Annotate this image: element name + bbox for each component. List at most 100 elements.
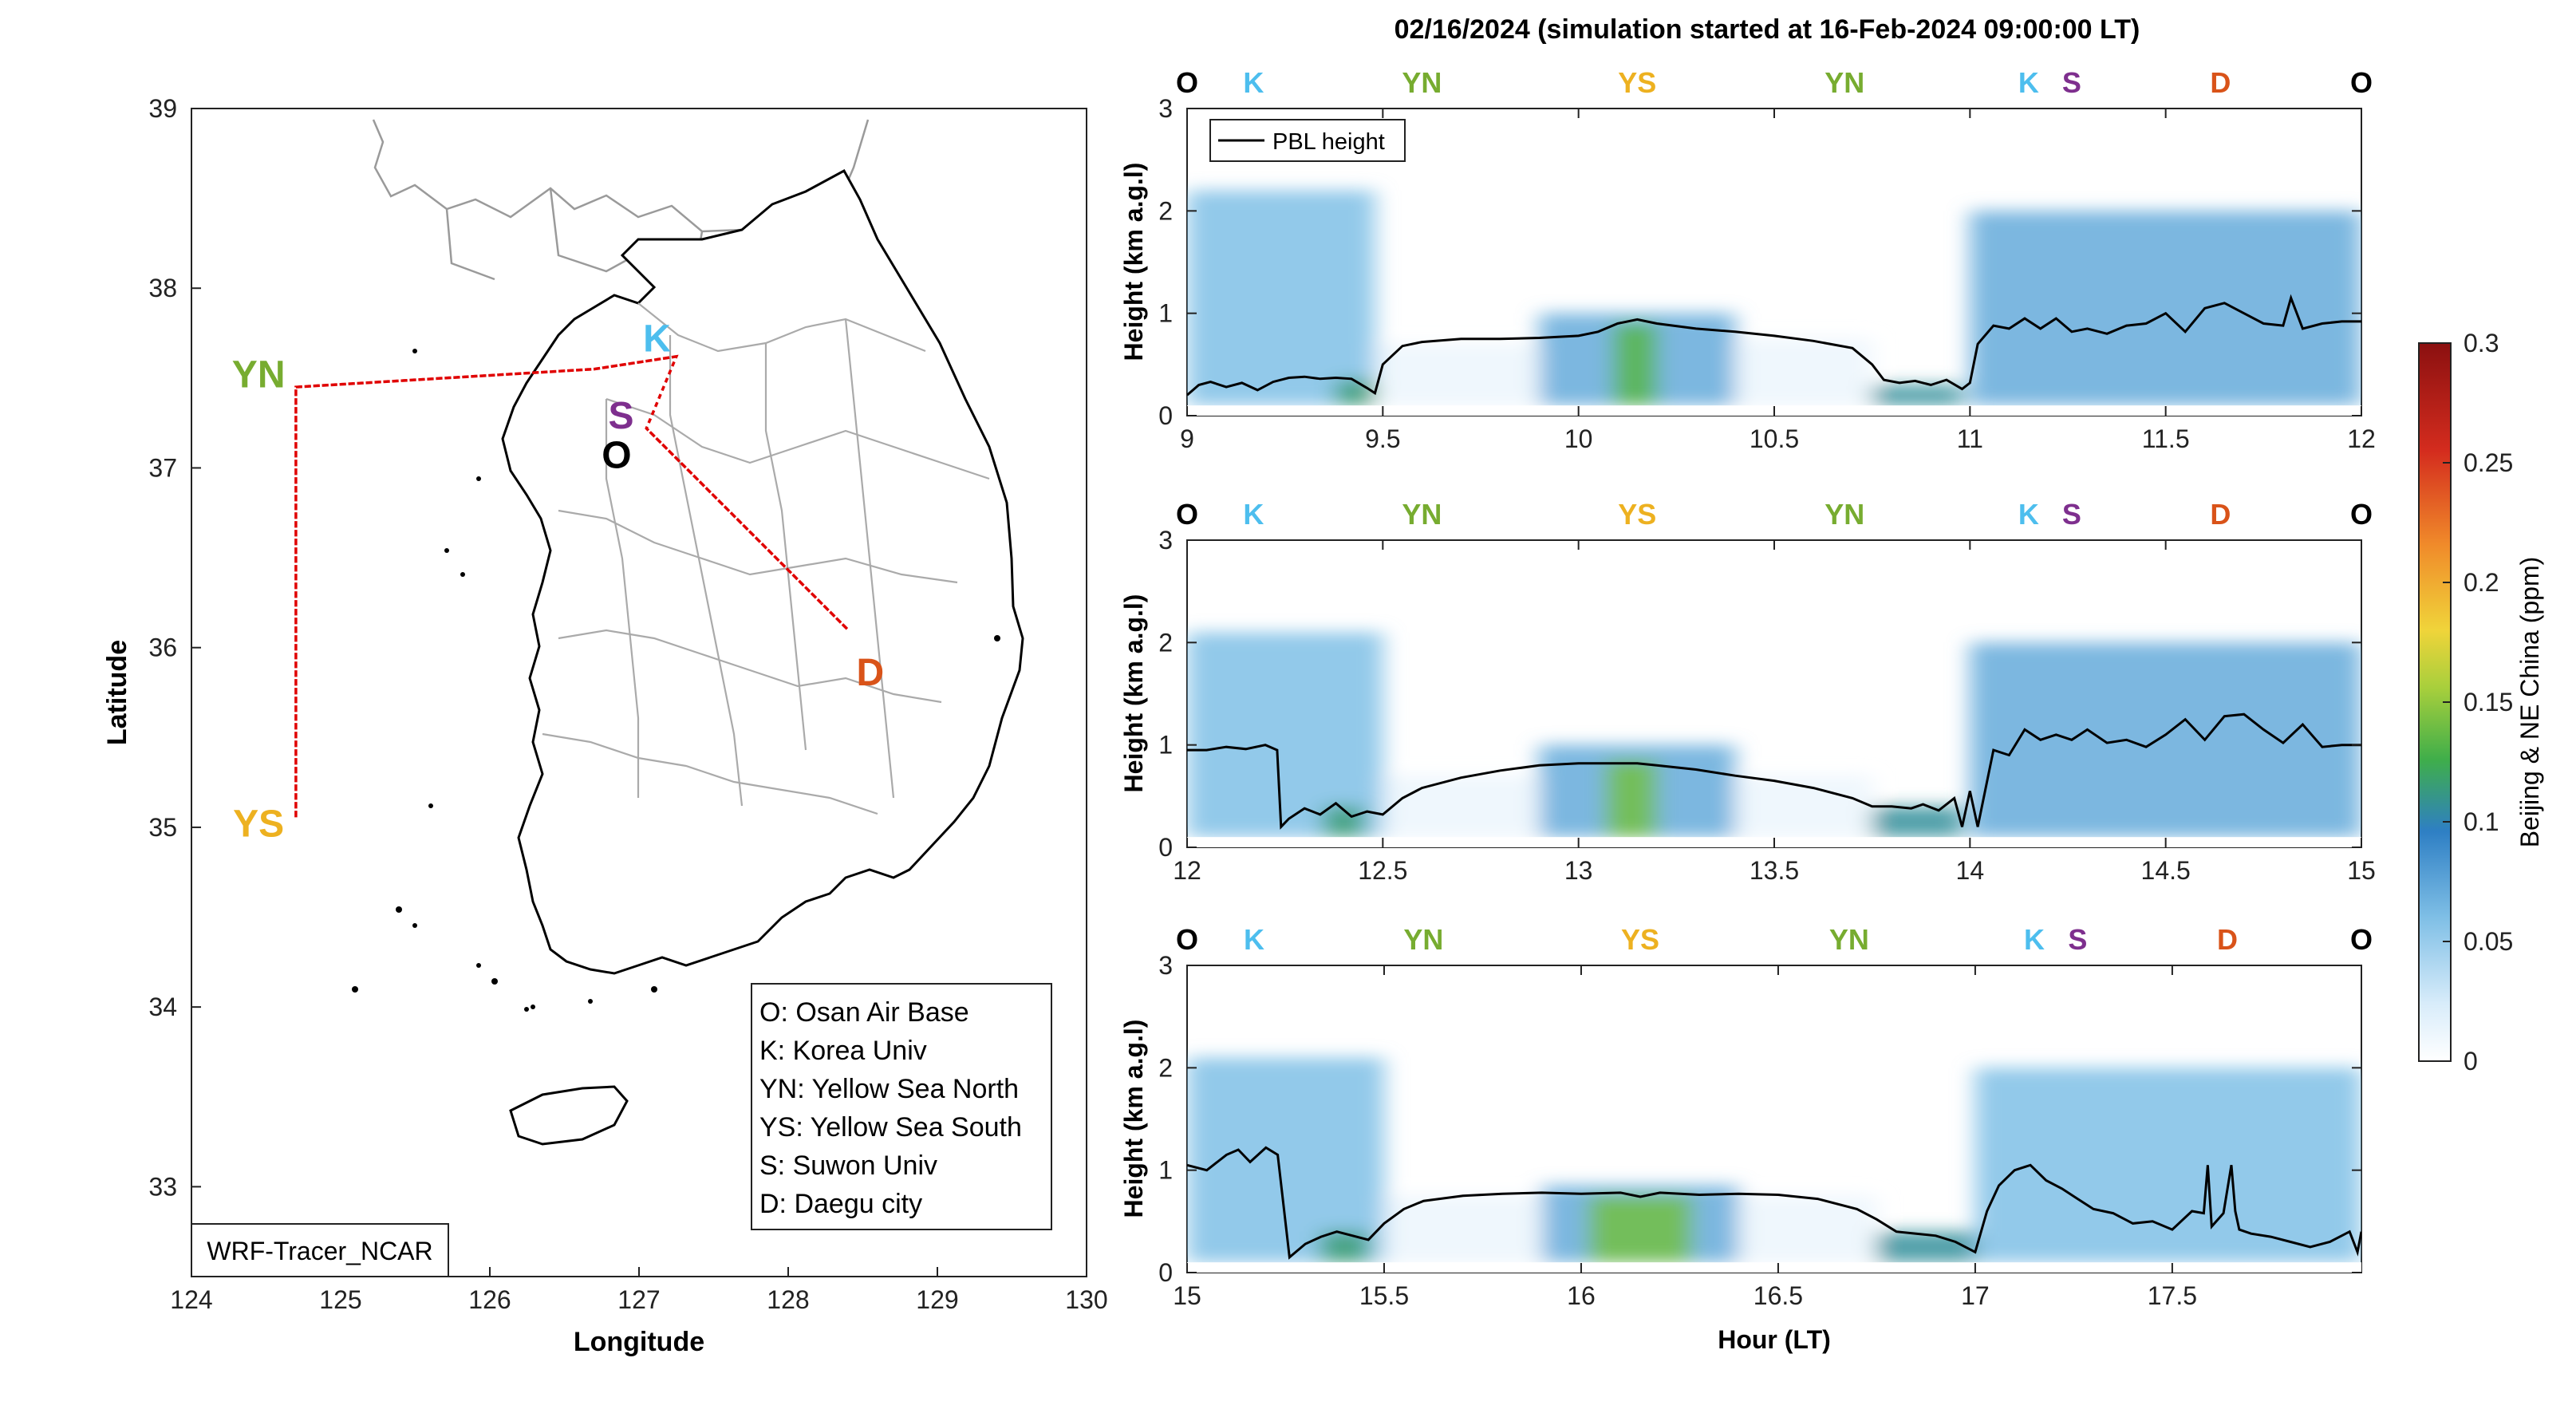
site-marker-O: O	[2350, 498, 2373, 531]
map-site-D: D	[857, 652, 885, 694]
pbl-height-line	[1187, 712, 2361, 830]
legend-entry-YN: YN: Yellow Sea North	[759, 1074, 1019, 1104]
y-tick-label: 2	[1158, 196, 1173, 225]
colorbar-tick-label: 0.15	[2464, 688, 2513, 716]
islands	[352, 349, 1000, 1012]
map-y-tick-label: 38	[148, 274, 177, 302]
site-marker-YN: YN	[1402, 66, 1442, 99]
y-tick-label: 3	[1158, 951, 1173, 980]
map-site-O: O	[602, 435, 631, 477]
korea-map-drawing	[352, 119, 1024, 1146]
curtain-x-label: Hour (LT)	[1718, 1325, 1831, 1354]
site-marker-YN: YN	[1402, 498, 1442, 531]
concentration-band	[1606, 760, 1657, 838]
y-tick-label: 2	[1158, 628, 1173, 657]
site-marker-O: O	[1176, 498, 1198, 531]
concentration-band	[1588, 1195, 1692, 1263]
x-tick-label: 9.5	[1365, 424, 1400, 453]
concentration-band	[1970, 211, 2361, 406]
map-site-YN: YN	[232, 353, 286, 396]
map-x-tick-label: 128	[767, 1285, 809, 1314]
flight-track-line	[294, 354, 850, 819]
figure-title: 02/16/2024 (simulation started at 16-Feb…	[1395, 14, 2140, 45]
map-y-tick-label: 36	[148, 633, 177, 662]
x-tick-label: 12	[1173, 856, 1201, 885]
site-marker-YS: YS	[1618, 66, 1656, 99]
x-tick-label: 15	[2347, 856, 2376, 885]
site-marker-S: S	[2062, 66, 2081, 99]
concentration-band	[1970, 642, 2361, 838]
map-site-YS: YS	[233, 803, 284, 845]
x-tick-label: 15.5	[1359, 1281, 1409, 1310]
y-tick-label: 0	[1158, 833, 1173, 862]
x-tick-label: 11	[1957, 424, 1983, 453]
map-y-tick-label: 34	[148, 993, 177, 1021]
concentration-band	[1872, 385, 1963, 406]
map-y-axis: 33 34 35 36 37 38 39	[148, 94, 201, 1201]
site-marker-S: S	[2068, 923, 2087, 956]
concentration-band	[1320, 1231, 1369, 1263]
map-x-tick-label: 129	[916, 1285, 958, 1314]
y-tick-label: 1	[1158, 299, 1173, 328]
map-y-tick-label: 37	[148, 453, 177, 482]
y-tick-label: 1	[1158, 731, 1173, 760]
map-y-tick-label: 39	[148, 94, 177, 123]
concentration-band	[1383, 776, 1540, 838]
site-marker-YN: YN	[1403, 923, 1443, 956]
site-marker-YS: YS	[1621, 923, 1659, 956]
y-tick-label: 0	[1158, 1258, 1173, 1287]
admin-boundaries	[542, 302, 990, 815]
concentration-blur-layer	[1187, 190, 2361, 406]
y-tick-label: 1	[1158, 1156, 1173, 1185]
watermark-text: WRF-Tracer_NCAR	[207, 1237, 432, 1265]
curtain-y-label-3: Height (km a.g.l)	[1119, 1020, 1148, 1218]
map-y-label: Latitude	[102, 640, 132, 745]
map-x-tick-label: 130	[1065, 1285, 1107, 1314]
x-tick-label: 10.5	[1750, 424, 1799, 453]
x-tick-label: 17.5	[2148, 1281, 2197, 1310]
x-tick-label: 16.5	[1753, 1281, 1803, 1310]
x-tick-label: 14	[1956, 856, 1985, 885]
site-marker-O: O	[1176, 66, 1198, 99]
curtain-y-label-1: Height (km a.g.l)	[1119, 163, 1148, 361]
site-marker-D: D	[2217, 923, 2238, 956]
colorbar-tick-label: 0.1	[2464, 807, 2499, 836]
x-tick-label: 14.5	[2141, 856, 2191, 885]
colorbar-tick-label: 0.2	[2464, 568, 2499, 597]
concentration-band	[1738, 1195, 1877, 1263]
concentration-band	[1872, 806, 1963, 838]
map-x-label: Longitude	[574, 1327, 704, 1357]
site-marker-K: K	[2018, 498, 2039, 531]
colorbar-tick-label: 0	[2464, 1047, 2478, 1076]
x-tick-label: 13.5	[1750, 856, 1799, 885]
x-tick-label: 12	[2347, 424, 2376, 453]
colorbar-label: Beijing & NE China (ppm)	[2515, 557, 2544, 848]
x-tick-label: 17	[1961, 1281, 1990, 1310]
y-tick-label: 0	[1158, 401, 1173, 430]
map-y-tick-label: 35	[148, 813, 177, 842]
concentration-blur-layer	[1187, 1057, 2361, 1263]
colorbar: 0 0.05 0.1 0.15 0.2 0.25 0.3 Beijing & NE Chin…	[2418, 329, 2544, 1076]
concentration-field	[1187, 1057, 2361, 1273]
site-marker-K: K	[1243, 498, 1264, 531]
x-tick-label: 11.5	[2142, 424, 2190, 453]
concentration-band	[1974, 1068, 2361, 1263]
legend-entry-S: S: Suwon Univ	[759, 1151, 937, 1181]
north-korea-boundaries	[372, 119, 870, 289]
x-tick-label: 13	[1564, 856, 1593, 885]
site-marker-O: O	[1176, 923, 1198, 956]
site-marker-YS: YS	[1618, 498, 1656, 531]
site-marker-K: K	[2018, 66, 2039, 99]
map-x-tick-label: 126	[468, 1285, 511, 1314]
legend-entry-O: O: Osan Air Base	[759, 997, 969, 1028]
legend-entry-D: D: Daegu city	[759, 1189, 922, 1219]
site-marker-YN: YN	[1829, 923, 1869, 956]
map-x-tick-label: 127	[617, 1285, 660, 1314]
site-marker-YN: YN	[1825, 498, 1864, 531]
colorbar-tick-label: 0.3	[2464, 329, 2499, 357]
